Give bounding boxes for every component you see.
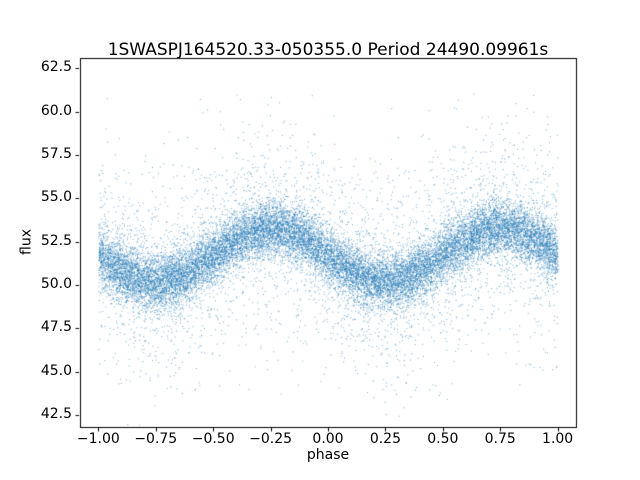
y-tick-label: 42.5 [40, 405, 72, 422]
y-tick-label: 60.0 [40, 102, 72, 119]
x-tick-label: 1.00 [542, 431, 574, 447]
x-axis-label: phase [306, 447, 350, 463]
x-tick-label: −0.50 [191, 431, 235, 447]
y-tick-label: 52.5 [40, 232, 72, 249]
x-tick-label: 0.50 [427, 431, 459, 447]
x-tick-label: 0.25 [369, 431, 401, 447]
y-tick-label: 45.0 [40, 362, 72, 379]
chart-title: 1SWASPJ164520.33-050355.0 Period 24490.0… [107, 40, 549, 60]
y-tick-label: 50.0 [40, 275, 72, 292]
x-tick-label: 0.75 [484, 431, 516, 447]
x-tick-label: 0.00 [312, 431, 344, 447]
y-tick-label: 62.5 [40, 59, 72, 76]
y-tick-label: 55.0 [40, 189, 72, 206]
y-tick-label: 47.5 [40, 319, 72, 336]
x-tick-label: −1.00 [76, 431, 120, 447]
y-tick-label: 57.5 [40, 146, 72, 162]
x-tick-label: −0.25 [249, 431, 293, 447]
x-tick-label: −0.75 [134, 431, 178, 447]
